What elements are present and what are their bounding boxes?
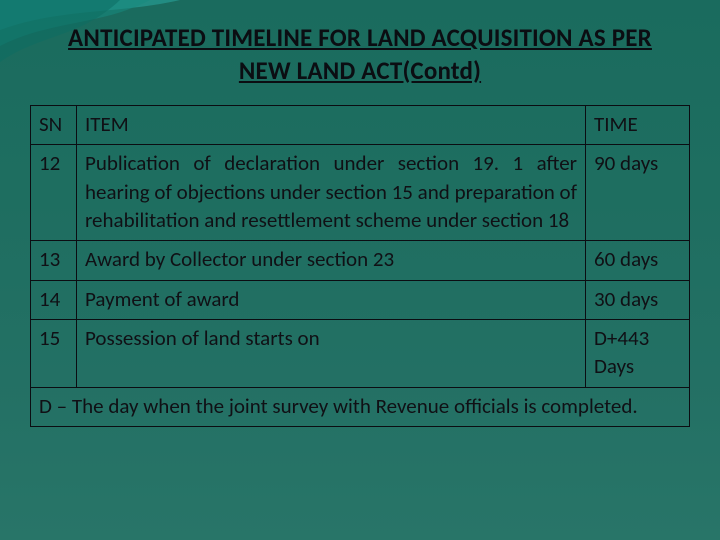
cell-sn: 14 <box>31 280 77 319</box>
cell-time: 90 days <box>586 145 690 241</box>
cell-time: 30 days <box>586 280 690 319</box>
table-row: 15 Possession of land starts on D+443 Da… <box>31 320 690 388</box>
cell-item: Publication of declaration under section… <box>77 145 586 241</box>
cell-time: 60 days <box>586 241 690 280</box>
table-row: 14 Payment of award 30 days <box>31 280 690 319</box>
col-header-item: ITEM <box>77 106 586 145</box>
table-row: 12 Publication of declaration under sect… <box>31 145 690 241</box>
col-header-time: TIME <box>586 106 690 145</box>
timeline-table: SN ITEM TIME 12 Publication of declarati… <box>30 105 690 427</box>
cell-sn: 12 <box>31 145 77 241</box>
cell-time: D+443 Days <box>586 320 690 388</box>
cell-sn: 15 <box>31 320 77 388</box>
cell-sn: 13 <box>31 241 77 280</box>
cell-item: Award by Collector under section 23 <box>77 241 586 280</box>
footnote-text: D – The day when the joint survey with R… <box>31 387 690 426</box>
cell-item: Possession of land starts on <box>77 320 586 388</box>
timeline-table-container: SN ITEM TIME 12 Publication of declarati… <box>30 105 690 427</box>
cell-item: Payment of award <box>77 280 586 319</box>
table-header-row: SN ITEM TIME <box>31 106 690 145</box>
col-header-sn: SN <box>31 106 77 145</box>
slide-title: ANTICIPATED TIMELINE FOR LAND ACQUISITIO… <box>60 22 660 87</box>
table-row: 13 Award by Collector under section 23 6… <box>31 241 690 280</box>
title-container: ANTICIPATED TIMELINE FOR LAND ACQUISITIO… <box>0 0 720 105</box>
table-footnote-row: D – The day when the joint survey with R… <box>31 387 690 426</box>
